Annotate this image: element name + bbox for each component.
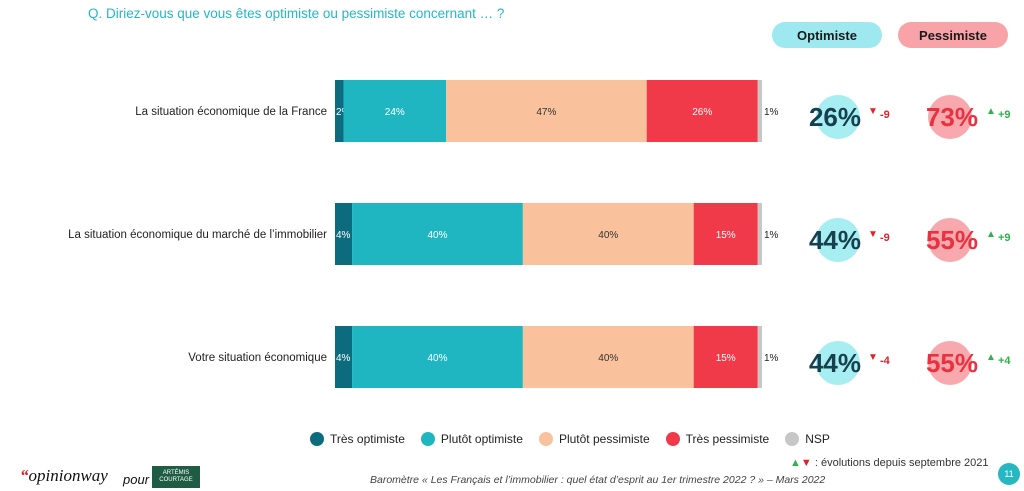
data-label: 4% (336, 353, 351, 364)
bar-segment (446, 80, 647, 142)
arrow-up-icon: ▲ (986, 106, 996, 117)
optimiste-change: -9 (880, 232, 890, 244)
arrow-down-icon: ▼ (868, 352, 878, 363)
pour-text: pour (123, 472, 150, 487)
legend-item-nsp: NSP (785, 432, 830, 446)
evolution-note-text: : évolutions depuis septembre 2021 (814, 457, 989, 469)
category-label: La situation économique du marché de l’i… (68, 229, 327, 241)
artemis-courtage-logo: ARTÉMIS COURTAGE (152, 466, 200, 488)
bar-segment (757, 326, 762, 388)
bar-segment (693, 203, 758, 265)
legend-label: NSP (805, 432, 830, 446)
pessimiste-change: +9 (998, 232, 1011, 244)
data-label: 2% (336, 107, 351, 118)
data-label: 26% (692, 107, 712, 118)
pessimiste-total: 73% (926, 102, 978, 132)
legend-label: Très optimiste (330, 432, 405, 446)
bar-segment (757, 80, 762, 142)
pessimiste-change: +4 (998, 355, 1011, 367)
optimiste-total: 26% (809, 102, 861, 132)
logo-text: opinionway (28, 466, 108, 485)
optimiste-total: 44% (809, 225, 861, 255)
bar-segment (522, 203, 694, 265)
legend-item-tres-optimiste: Très optimiste (310, 432, 405, 446)
legend-label: Très pessimiste (685, 432, 770, 446)
data-label: 15% (716, 353, 736, 364)
legend-swatch (420, 432, 435, 446)
optimiste-header: Optimiste (772, 22, 882, 48)
category-label: La situation économique de la France (135, 106, 327, 118)
bar-segment (352, 326, 523, 388)
data-label: 40% (598, 353, 618, 364)
data-label: 40% (427, 353, 447, 364)
data-label: 24% (385, 107, 405, 118)
bar-segment (335, 203, 353, 265)
arrow-up-icon: ▲ (986, 352, 996, 363)
evolution-note: ▲▼ : évolutions depuis septembre 2021 (790, 457, 989, 469)
bar-segment (343, 80, 447, 142)
data-label: 1% (764, 107, 779, 118)
bar-segment (522, 326, 694, 388)
pessimiste-bubble (928, 341, 972, 385)
opinionway-logo: “opinionway (20, 466, 108, 485)
legend-swatch (665, 432, 680, 446)
stacked-bar-chart: La situation économique de la France 2% 24… (68, 80, 1011, 388)
pessimiste-header: Pessimiste (898, 22, 1008, 48)
optimiste-total: 44% (809, 348, 861, 378)
bar-segment (335, 80, 344, 142)
chart-legend: Très optimiste Plutôt optimiste Plutôt p… (310, 432, 830, 446)
pessimiste-bubble (928, 95, 972, 139)
optimiste-bubble (816, 218, 860, 262)
data-label: 4% (336, 230, 351, 241)
arrow-up-icon: ▲ (986, 229, 996, 240)
legend-item-plutot-optimiste: Plutôt optimiste (420, 432, 523, 446)
data-label: 15% (716, 230, 736, 241)
bar-segment (646, 80, 758, 142)
arrow-up-icon: ▲ (790, 457, 801, 469)
question-title: Q. Diriez-vous que vous êtes optimiste o… (88, 6, 505, 21)
bar-segment (693, 326, 758, 388)
legend-item-tres-pessimiste: Très pessimiste (665, 432, 770, 446)
arrow-down-icon: ▼ (800, 457, 812, 469)
footer-source: Baromètre « Les Français et l’immobilier… (370, 474, 826, 486)
optimiste-bubble (816, 95, 860, 139)
category-label: Votre situation économique (188, 352, 327, 364)
legend-swatch (538, 432, 553, 446)
pessimiste-total: 55% (926, 348, 978, 378)
legend-label: Plutôt optimiste (440, 432, 523, 446)
data-label: 40% (427, 230, 447, 241)
arrow-down-icon: ▼ (868, 229, 878, 240)
data-label: 1% (764, 230, 779, 241)
legend-item-plutot-pessimiste: Plutôt pessimiste (538, 432, 650, 446)
bar-segment (757, 203, 762, 265)
pessimiste-bubble (928, 218, 972, 262)
legend-swatch (785, 432, 800, 446)
pessimiste-change: +9 (998, 109, 1011, 121)
arrow-down-icon: ▼ (868, 106, 878, 117)
data-label: 40% (598, 230, 618, 241)
optimiste-bubble (816, 341, 860, 385)
optimiste-change: -4 (880, 355, 891, 367)
pessimiste-total: 55% (926, 225, 978, 255)
legend-swatch (310, 432, 324, 446)
bar-segment (352, 203, 523, 265)
legend-label: Plutôt pessimiste (558, 432, 650, 446)
bar-segment (335, 326, 353, 388)
data-label: 1% (764, 353, 779, 364)
page-number: 11 (998, 463, 1020, 485)
optimiste-change: -9 (880, 109, 890, 121)
data-label: 47% (536, 107, 556, 118)
